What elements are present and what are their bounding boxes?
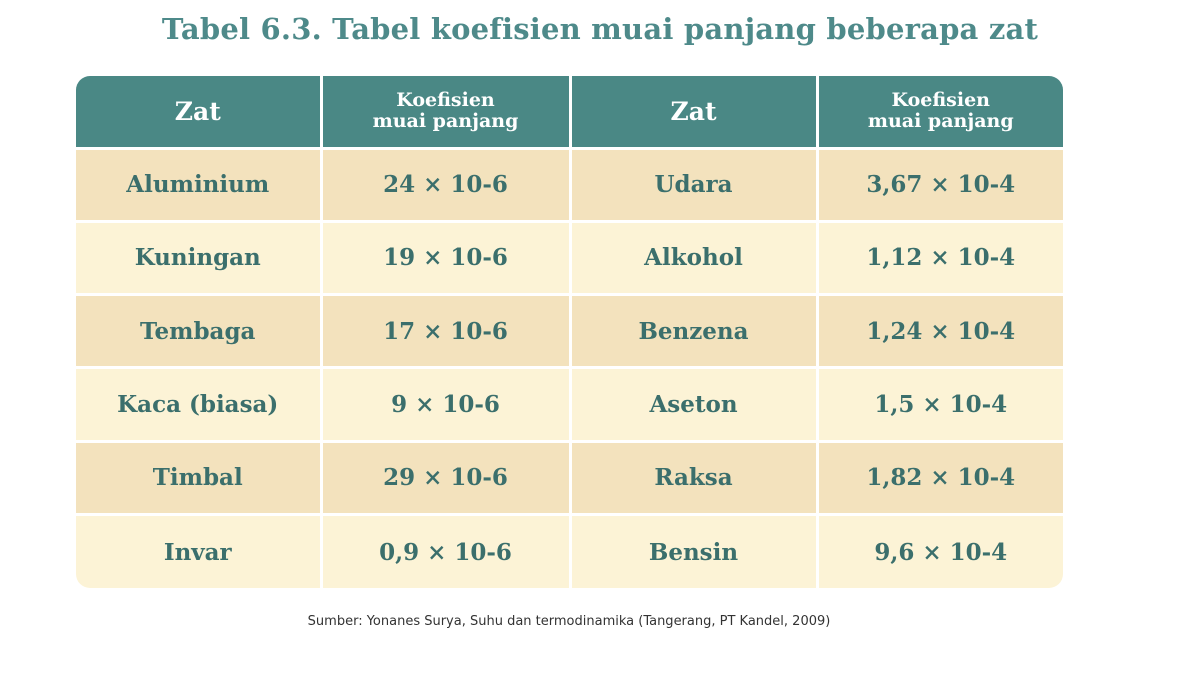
- header-koefisien-left-line1: Koefisien: [396, 89, 495, 112]
- cell-koefisien-right: 1,12 × 10-4: [817, 219, 1063, 295]
- table-title: Tabel 6.3. Tabel koefisien muai panjang …: [161, 12, 1039, 46]
- header-koefisien-right-line1: Koefisien: [891, 89, 991, 112]
- header-koefisien-right: Koefisien muai panjang: [817, 76, 1063, 148]
- cell-koefisien-left: 19 × 10-6: [321, 219, 572, 295]
- cell-koefisien-right: 1,82 × 10-4: [817, 439, 1063, 515]
- cell-koefisien-left: 0,9 × 10-6: [321, 513, 572, 588]
- coefficient-table: Zat Koefisien muai panjang Zat Koefisien…: [76, 76, 1063, 588]
- cell-zat-right: Aseton: [570, 366, 819, 442]
- cell-koefisien-right: 3,67 × 10-4: [817, 146, 1063, 222]
- data-table: Zat Koefisien muai panjang Zat Koefisien…: [76, 76, 1063, 588]
- cell-zat-right: Alkohol: [570, 219, 819, 295]
- table-row: Kaca (biasa) 9 × 10-6 Aseton 1,5 × 10-4: [76, 366, 1063, 442]
- table-row: Invar 0,9 × 10-6 Bensin 9,6 × 10-4: [76, 513, 1063, 588]
- table-row: Tembaga 17 × 10-6 Benzena 1,24 × 10-4: [76, 293, 1063, 368]
- header-koefisien-right-line2: muai panjang: [867, 110, 1014, 133]
- header-zat-right: Zat: [570, 76, 819, 148]
- cell-zat-right: Bensin: [570, 513, 819, 588]
- table-row: Timbal 29 × 10-6 Raksa 1,82 × 10-4: [76, 439, 1063, 515]
- cell-zat-left: Aluminium: [76, 146, 323, 222]
- cell-koefisien-left: 17 × 10-6: [321, 293, 572, 368]
- table-row: Aluminium 24 × 10-6 Udara 3,67 × 10-4: [76, 146, 1063, 222]
- cell-zat-left: Kaca (biasa): [76, 366, 323, 442]
- cell-koefisien-right: 1,24 × 10-4: [817, 293, 1063, 368]
- header-zat-left: Zat: [76, 76, 323, 148]
- cell-zat-right: Udara: [570, 146, 819, 222]
- header-row: Zat Koefisien muai panjang Zat Koefisien…: [76, 76, 1063, 148]
- cell-zat-right: Raksa: [570, 439, 819, 515]
- cell-koefisien-right: 1,5 × 10-4: [817, 366, 1063, 442]
- table-row: Kuningan 19 × 10-6 Alkohol 1,12 × 10-4: [76, 219, 1063, 295]
- cell-koefisien-left: 9 × 10-6: [321, 366, 572, 442]
- cell-zat-left: Invar: [76, 513, 323, 588]
- cell-zat-left: Timbal: [76, 439, 323, 515]
- cell-zat-left: Kuningan: [76, 219, 323, 295]
- header-koefisien-left-line2: muai panjang: [372, 110, 519, 133]
- cell-koefisien-left: 29 × 10-6: [321, 439, 572, 515]
- cell-koefisien-right: 9,6 × 10-4: [817, 513, 1063, 588]
- cell-koefisien-left: 24 × 10-6: [321, 146, 572, 222]
- source-caption: Sumber: Yonanes Surya, Suhu dan termodin…: [307, 614, 831, 629]
- header-koefisien-left: Koefisien muai panjang: [321, 76, 572, 148]
- cell-zat-left: Tembaga: [76, 293, 323, 368]
- cell-zat-right: Benzena: [570, 293, 819, 368]
